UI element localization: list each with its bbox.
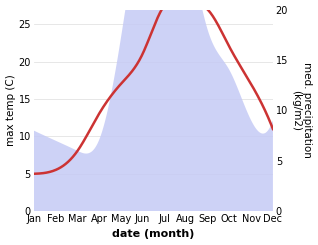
Y-axis label: max temp (C): max temp (C) xyxy=(5,74,16,146)
Y-axis label: med. precipitation
(kg/m2): med. precipitation (kg/m2) xyxy=(291,62,313,158)
X-axis label: date (month): date (month) xyxy=(112,230,194,239)
